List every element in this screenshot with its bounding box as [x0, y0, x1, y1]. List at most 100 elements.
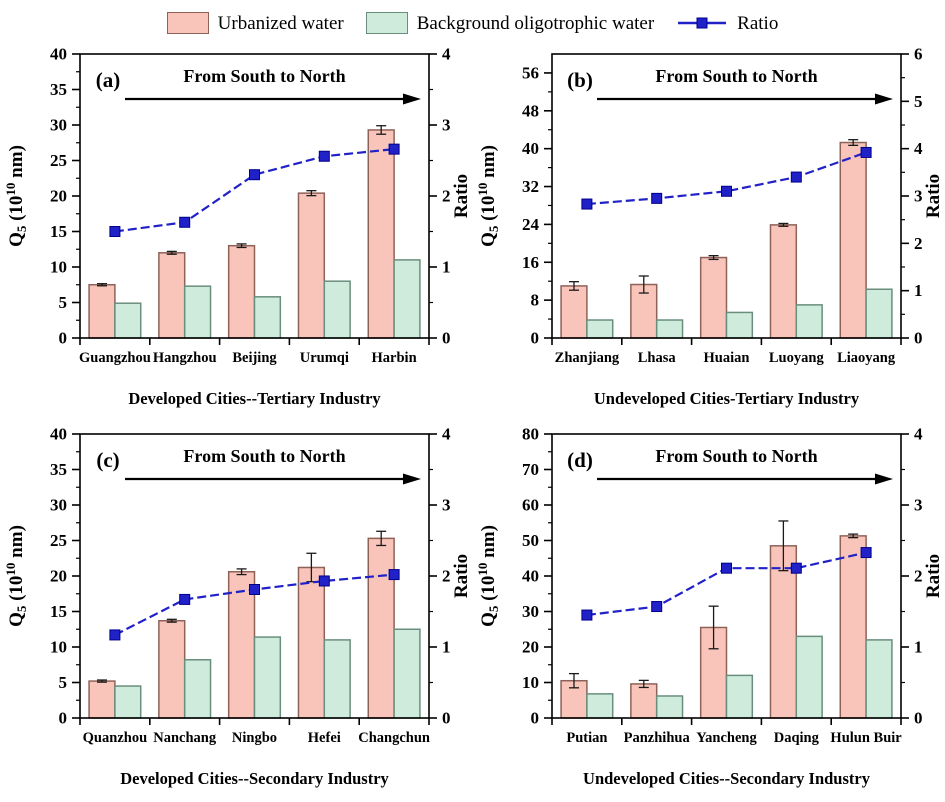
bar-background	[114, 685, 142, 719]
bar-urbanized	[630, 683, 658, 719]
annotation-group: From South to North	[597, 446, 893, 485]
svg-text:0: 0	[59, 709, 68, 728]
ratio-marker	[651, 192, 663, 204]
svg-text:40: 40	[522, 139, 539, 158]
svg-text:1: 1	[914, 281, 923, 300]
error-bars	[96, 125, 387, 287]
svg-text:0: 0	[59, 329, 68, 348]
svg-text:2: 2	[914, 567, 923, 586]
svg-text:From South to North: From South to North	[183, 446, 345, 466]
panel-letter: (d)	[567, 448, 593, 472]
ratio-marker	[860, 547, 872, 559]
svg-text:50: 50	[522, 531, 539, 550]
arrow-head	[875, 473, 893, 485]
bar-urbanized	[699, 256, 728, 339]
bar-urbanized	[158, 252, 186, 339]
legend-label-background: Background oligotrophic water	[416, 12, 655, 34]
panels-grid: From South to North 0 5 10 15 20 25 30 35 40 0 1 2 3 4…	[0, 40, 945, 800]
svg-text:16: 16	[522, 253, 539, 272]
y2-axis-title: Ratio	[451, 554, 472, 598]
legend-item-ratio: Ratio	[676, 14, 778, 33]
svg-text:3: 3	[442, 116, 451, 135]
bar-urbanized	[88, 284, 116, 339]
ratio-marker	[109, 226, 121, 237]
bar-background	[655, 319, 684, 339]
bars-background	[114, 259, 421, 339]
ratio-series	[109, 569, 400, 641]
bar-urbanized	[769, 224, 798, 339]
bar-urbanized	[367, 537, 395, 719]
bar-urbanized	[88, 680, 116, 719]
svg-text:10: 10	[50, 638, 67, 657]
y-axis-title: Q5 (1010 nm)	[475, 525, 501, 627]
legend-item-urbanized: Urbanized water	[166, 12, 344, 34]
category-label: Luoyang	[769, 350, 825, 366]
svg-text:40: 40	[50, 45, 67, 64]
annotation-group: From South to North	[125, 446, 421, 485]
svg-text:0: 0	[442, 709, 451, 728]
panel-title: Undeveloped Cities--Secondary Industry	[583, 769, 871, 788]
svg-text:4: 4	[442, 45, 451, 64]
category-label: Putian	[566, 730, 607, 746]
svg-text:3: 3	[914, 187, 923, 206]
bars-urbanized	[88, 129, 395, 339]
category-label: Beijing	[232, 350, 277, 366]
urbanized-swatch	[166, 12, 209, 34]
svg-text:5: 5	[59, 293, 68, 312]
y-axis-left: 0 8 16 24 32 40 48 56	[522, 63, 552, 348]
legend-label-urbanized: Urbanized water	[217, 12, 344, 34]
svg-text:32: 32	[522, 177, 539, 196]
svg-text:1: 1	[442, 258, 451, 277]
bar-background	[865, 288, 893, 339]
svg-text:30: 30	[50, 496, 67, 515]
svg-text:From South to North: From South to North	[183, 66, 345, 86]
svg-text:From South to North: From South to North	[655, 66, 817, 86]
x-axis: Putian Panzhihua Yancheng Daqing Hulun Buir	[551, 718, 902, 746]
panel-a: From South to North 0 5 10 15 20 25 30 35 40 0 1 2 3 4…	[0, 40, 472, 420]
ratio-marker	[249, 169, 260, 181]
y2-axis-title: Ratio	[451, 174, 472, 218]
y-axis-left: 0 10 20 30 40 50 60 70 80	[522, 425, 552, 728]
y-axis-right: 0 1 2 3 4	[429, 45, 451, 348]
svg-text:4: 4	[442, 425, 451, 444]
arrow-head	[875, 93, 893, 105]
svg-text:24: 24	[522, 215, 540, 234]
svg-text:15: 15	[50, 602, 67, 621]
svg-text:5: 5	[59, 673, 68, 692]
svg-text:4: 4	[914, 425, 923, 444]
svg-text:3: 3	[442, 496, 451, 515]
bar-background	[183, 285, 212, 339]
panel-c-chart: From South to North 0 5 10 15 20 25 30 35 40 0 1 2 3 4…	[3, 425, 472, 789]
svg-text:4: 4	[914, 139, 923, 158]
y-axis-left: 0 5 10 15 20 25 30 35 40	[50, 45, 80, 348]
x-axis: Quanzhou Nanchang Ningbo Hefei Changchun	[79, 718, 430, 746]
bar-background	[323, 280, 351, 339]
bar-background	[114, 302, 142, 339]
y2-axis-title: Ratio	[923, 174, 944, 218]
svg-text:56: 56	[522, 63, 539, 82]
category-label: Harbin	[372, 350, 417, 366]
svg-text:25: 25	[50, 531, 67, 550]
y-axis-right: 0 1 2 3 4	[901, 425, 923, 728]
category-label: Changchun	[358, 730, 430, 746]
bar-urbanized	[560, 285, 588, 339]
bar-background	[655, 695, 684, 719]
bar-urbanized	[227, 244, 256, 339]
category-label: Lhasa	[638, 350, 677, 366]
category-label: Hangzhou	[153, 350, 217, 366]
category-label: Ningbo	[232, 730, 277, 746]
svg-text:40: 40	[50, 425, 67, 444]
y-axis-right: 0 1 2 3 4	[429, 425, 451, 728]
ratio-marker	[790, 562, 802, 574]
panel-letter: (a)	[96, 68, 121, 92]
svg-text:1: 1	[914, 638, 923, 657]
bar-urbanized	[297, 566, 326, 719]
panel-c: From South to North 0 5 10 15 20 25 30 35 40 0 1 2 3 4…	[0, 420, 472, 800]
category-label: Liaoyang	[837, 350, 896, 366]
panel-letter: (c)	[96, 448, 119, 472]
svg-text:2: 2	[442, 187, 451, 206]
svg-text:25: 25	[50, 151, 67, 170]
bar-urbanized	[769, 545, 798, 719]
bars-urbanized	[88, 537, 395, 719]
